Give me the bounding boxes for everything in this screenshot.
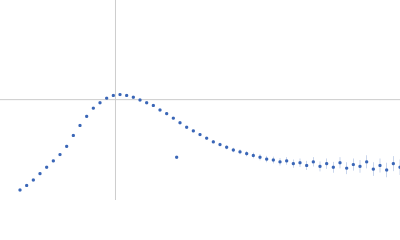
data-point — [125, 93, 129, 98]
data-point — [285, 159, 289, 163]
data-point — [311, 160, 315, 164]
data-point — [345, 166, 349, 170]
data-point — [278, 160, 282, 164]
data-point — [251, 153, 255, 158]
data-point — [225, 145, 229, 149]
data-point — [18, 188, 22, 192]
data-point — [158, 108, 162, 112]
data-point — [231, 148, 235, 152]
data-point — [271, 158, 275, 162]
data-point — [298, 161, 302, 165]
data-point — [85, 114, 89, 118]
data-point — [51, 159, 55, 163]
data-point — [111, 93, 115, 98]
data-point — [45, 165, 49, 169]
data-point — [385, 168, 389, 172]
data-point — [58, 152, 62, 157]
data-point — [211, 140, 215, 144]
data-point — [105, 96, 109, 100]
data-point — [98, 101, 102, 105]
data-point — [198, 132, 202, 137]
data-point — [238, 150, 242, 154]
data-point — [118, 92, 122, 97]
data-point — [258, 155, 262, 159]
data-point — [358, 164, 362, 168]
data-point — [131, 95, 135, 99]
data-point — [175, 155, 179, 159]
data-point — [65, 144, 69, 148]
data-point — [325, 162, 329, 166]
data-point — [318, 164, 322, 168]
data-point — [205, 136, 209, 140]
data-point — [338, 161, 342, 165]
data-point — [365, 160, 369, 164]
data-point — [31, 178, 35, 182]
data-point — [171, 116, 175, 120]
chart — [0, 0, 400, 200]
data-point — [178, 121, 182, 125]
data-point — [378, 163, 382, 168]
data-point — [71, 133, 75, 138]
data-point — [351, 162, 355, 167]
data-point — [151, 103, 155, 108]
data-point — [38, 172, 42, 176]
data-point — [185, 125, 189, 129]
data-point — [305, 163, 309, 168]
data-point — [145, 101, 149, 105]
data-point — [191, 129, 195, 133]
data-point — [25, 183, 29, 188]
data-point — [331, 165, 335, 169]
data-point — [371, 167, 375, 171]
data-point — [245, 152, 249, 156]
data-point — [91, 106, 95, 110]
data-point — [291, 162, 295, 166]
data-point — [138, 98, 142, 102]
data-point — [391, 162, 395, 166]
data-point — [78, 123, 82, 128]
data-point — [265, 157, 269, 161]
data-point — [165, 112, 169, 116]
data-point — [218, 142, 222, 147]
